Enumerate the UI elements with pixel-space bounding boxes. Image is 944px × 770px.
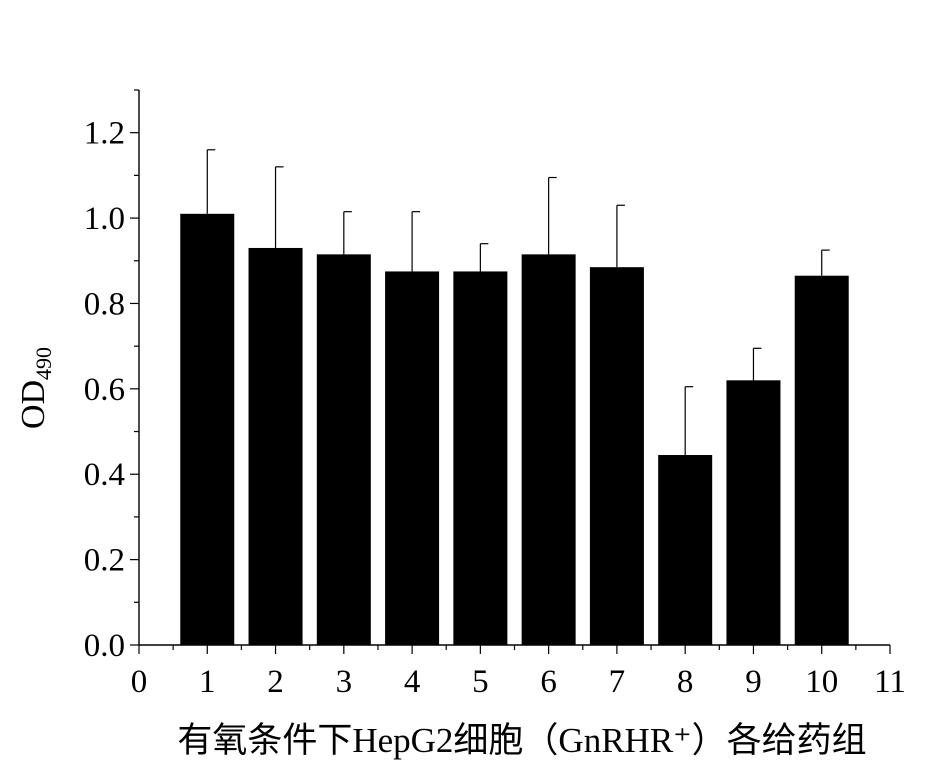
x-tick-label: 6 bbox=[540, 664, 557, 700]
x-tick-label: 8 bbox=[677, 664, 694, 700]
bar-4 bbox=[385, 271, 440, 645]
y-axis-title-subscript: 490 bbox=[31, 347, 56, 380]
x-tick-label: 0 bbox=[131, 664, 148, 700]
x-tick-label: 2 bbox=[267, 664, 284, 700]
x-tick-label: 1 bbox=[199, 664, 216, 700]
bar-10 bbox=[794, 275, 849, 645]
y-tick-label: 0.0 bbox=[84, 628, 125, 664]
bar-7 bbox=[589, 267, 644, 645]
x-tick-label: 9 bbox=[745, 664, 762, 700]
x-tick-label: 11 bbox=[874, 664, 906, 700]
y-tick-label: 0.4 bbox=[84, 457, 125, 493]
bar-8 bbox=[658, 455, 713, 645]
x-tick-label: 4 bbox=[404, 664, 421, 700]
bar-6 bbox=[521, 254, 576, 645]
y-tick-label: 0.6 bbox=[84, 372, 125, 408]
x-tick-label: 3 bbox=[336, 664, 353, 700]
x-tick-label: 10 bbox=[805, 664, 838, 700]
bar-1 bbox=[180, 213, 235, 646]
y-tick-label: 1.2 bbox=[84, 116, 125, 152]
x-tick-label: 5 bbox=[472, 664, 489, 700]
y-tick-label: 0.8 bbox=[84, 286, 125, 322]
bar-2 bbox=[248, 247, 303, 645]
y-axis-title: OD490 bbox=[15, 347, 56, 429]
bar-5 bbox=[453, 271, 508, 645]
y-axis-title-main: OD bbox=[15, 380, 52, 429]
bar-3 bbox=[316, 254, 371, 645]
y-tick-label: 0.2 bbox=[84, 543, 125, 579]
x-axis-title: 有氧条件下HepG2细胞（GnRHR⁺）各给药组 bbox=[177, 721, 866, 760]
plot-area bbox=[180, 149, 849, 646]
bar-9 bbox=[726, 380, 781, 645]
y-tick-label: 1.0 bbox=[84, 201, 125, 237]
x-tick-label: 7 bbox=[609, 664, 626, 700]
axes: 0.0 0.2 0.4 0.6 0.8 1.0 1.2 0 1 2 3 4 5 6 7 8 9 10 11 bbox=[84, 89, 906, 700]
